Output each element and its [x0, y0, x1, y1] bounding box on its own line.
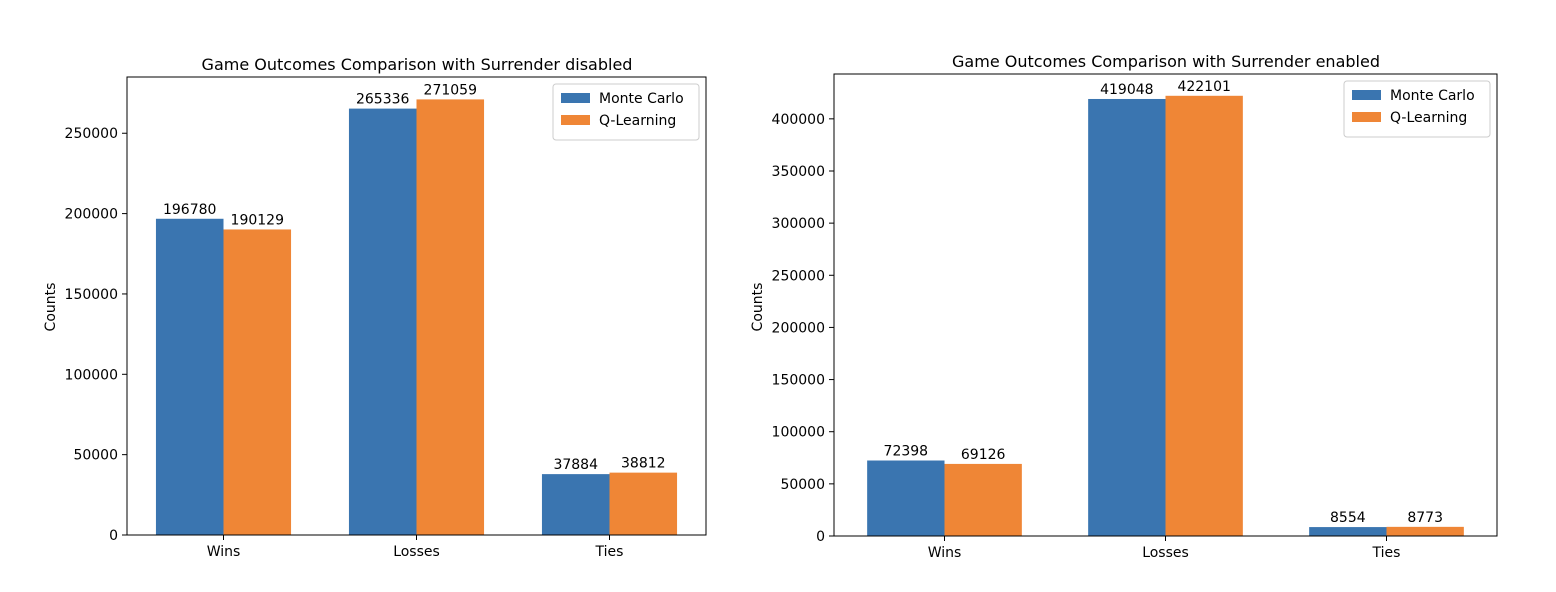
bar-q-learning-wins: [223, 229, 292, 536]
data-label: 69126: [961, 447, 1006, 463]
y-tick-label: 150000: [65, 287, 118, 303]
x-tick-label: Wins: [207, 544, 241, 560]
x-tick-label: Losses: [1142, 545, 1189, 561]
bar-q-learning-losses: [416, 99, 485, 535]
bar-monte-carlo-losses: [348, 108, 417, 535]
legend-swatch-q-learning: [561, 115, 590, 125]
data-label: 419048: [1100, 82, 1153, 98]
y-tick-label: 250000: [772, 268, 825, 284]
y-tick-label: 250000: [65, 126, 118, 142]
chart-title: Game Outcomes Comparison with Surrender …: [202, 55, 633, 74]
chart-title: Game Outcomes Comparison with Surrender …: [952, 52, 1380, 71]
bar-q-learning-wins: [944, 463, 1022, 536]
y-tick-label: 350000: [772, 164, 825, 180]
y-tick-label: 300000: [772, 216, 825, 232]
y-tick-label: 200000: [65, 207, 118, 223]
y-tick-label: 400000: [772, 112, 825, 128]
data-label: 37884: [553, 457, 598, 473]
y-tick-label: 0: [816, 529, 825, 545]
y-tick-label: 50000: [780, 477, 825, 493]
data-label: 271059: [424, 82, 477, 98]
chart-surrender-enabled: Game Outcomes Comparison with Surrender …: [750, 52, 1498, 561]
data-label: 72398: [884, 443, 929, 459]
x-tick-label: Wins: [928, 545, 962, 561]
y-tick-label: 100000: [65, 367, 118, 383]
data-label: 265336: [356, 92, 410, 108]
y-tick-label: 50000: [73, 448, 118, 464]
data-label: 190129: [231, 212, 284, 228]
y-tick-label: 100000: [772, 425, 825, 441]
y-axis-label: Counts: [43, 283, 59, 332]
x-tick-label: Ties: [595, 544, 624, 560]
y-tick-label: 0: [109, 528, 118, 544]
chart-surrender-disabled: Game Outcomes Comparison with Surrender …: [43, 55, 707, 560]
legend-label-monte-carlo: Monte Carlo: [599, 91, 684, 107]
data-label: 422101: [1177, 79, 1230, 95]
bar-monte-carlo-wins: [155, 218, 224, 535]
bar-monte-carlo-losses: [1088, 98, 1166, 537]
legend-label-monte-carlo: Monte Carlo: [1390, 88, 1475, 104]
bar-q-learning-ties: [609, 472, 678, 535]
data-label: 38812: [621, 456, 666, 472]
y-tick-label: 150000: [772, 373, 825, 389]
x-tick-label: Ties: [1372, 545, 1401, 561]
x-tick-label: Losses: [393, 544, 440, 560]
legend-swatch-q-learning: [1352, 112, 1381, 122]
legend-label-q-learning: Q-Learning: [599, 113, 676, 129]
bar-monte-carlo-ties: [1309, 527, 1387, 536]
y-axis-label: Counts: [750, 283, 766, 332]
bar-q-learning-losses: [1165, 95, 1243, 536]
legend-swatch-monte-carlo: [561, 93, 590, 103]
y-tick-label: 200000: [772, 320, 825, 336]
data-label: 196780: [163, 202, 216, 218]
bar-monte-carlo-wins: [867, 460, 945, 536]
legend-swatch-monte-carlo: [1352, 90, 1381, 100]
data-label: 8554: [1330, 510, 1366, 526]
legend-label-q-learning: Q-Learning: [1390, 110, 1467, 126]
bar-q-learning-ties: [1386, 526, 1464, 536]
data-label: 8773: [1407, 510, 1443, 526]
bar-monte-carlo-ties: [541, 474, 610, 535]
